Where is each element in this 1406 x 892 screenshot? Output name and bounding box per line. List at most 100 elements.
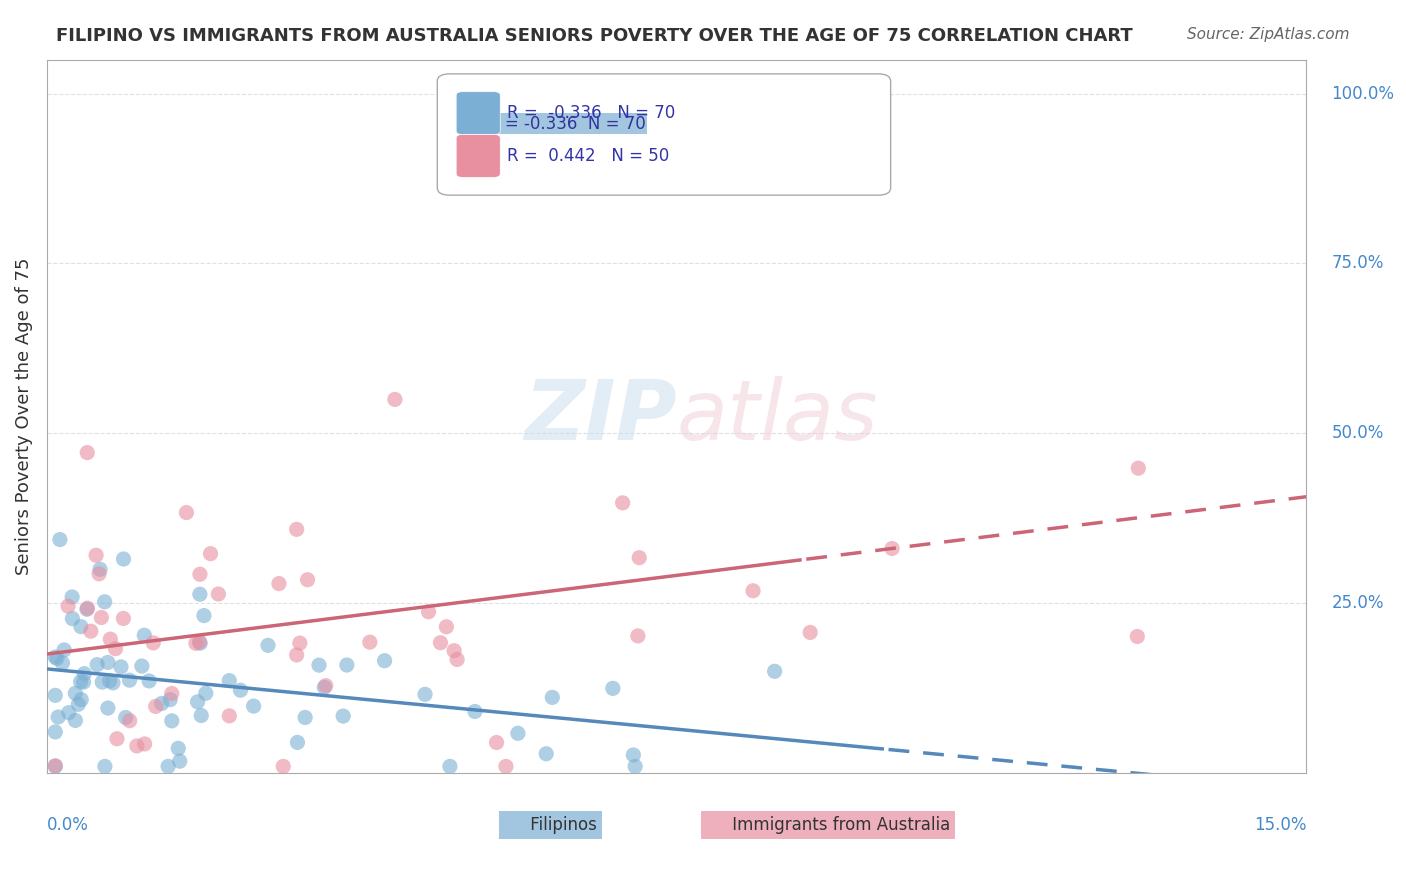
Point	[621, 747, 644, 762]
Point	[98, 632, 121, 647]
Point	[434, 620, 457, 634]
Point	[53, 643, 76, 657]
Point	[94, 759, 117, 773]
Point	[188, 634, 211, 648]
Point	[80, 624, 103, 639]
Point	[76, 445, 98, 459]
Point	[125, 739, 148, 753]
Point	[58, 706, 80, 720]
Point	[60, 590, 83, 604]
Point	[534, 747, 557, 761]
Point	[294, 710, 316, 724]
Point	[541, 690, 564, 705]
Point	[485, 735, 508, 749]
Point	[242, 699, 264, 714]
Point	[315, 679, 337, 693]
Point	[628, 550, 651, 565]
Point	[118, 673, 141, 688]
Point	[443, 643, 465, 657]
Point	[285, 648, 308, 662]
Point	[91, 675, 114, 690]
Point	[69, 674, 91, 689]
Point	[114, 710, 136, 724]
Point	[97, 701, 120, 715]
Point	[624, 759, 647, 773]
Point	[464, 705, 486, 719]
Point	[308, 658, 330, 673]
Point	[145, 699, 167, 714]
Point	[142, 636, 165, 650]
Point	[200, 547, 222, 561]
Y-axis label: Seniors Poverty Over the Age of 75: Seniors Poverty Over the Age of 75	[15, 258, 32, 575]
Point	[98, 673, 121, 688]
Point	[742, 583, 765, 598]
Point	[418, 605, 440, 619]
Point	[73, 666, 96, 681]
Point	[297, 573, 319, 587]
Point	[763, 665, 786, 679]
Point	[72, 675, 94, 690]
Point	[44, 689, 66, 703]
Point	[44, 650, 66, 665]
Point	[285, 522, 308, 536]
Point	[84, 548, 107, 562]
Point	[188, 636, 211, 650]
Point	[150, 697, 173, 711]
Point	[359, 635, 381, 649]
Point	[131, 659, 153, 673]
Point	[97, 656, 120, 670]
Point	[67, 698, 90, 712]
Point	[56, 599, 79, 614]
Text: 50.0%: 50.0%	[1331, 425, 1384, 442]
Point	[446, 652, 468, 666]
Point	[90, 610, 112, 624]
FancyBboxPatch shape	[456, 92, 501, 135]
Point	[44, 759, 66, 773]
Point	[112, 552, 135, 566]
Text: 75.0%: 75.0%	[1331, 254, 1384, 272]
FancyBboxPatch shape	[437, 74, 890, 195]
Point	[160, 686, 183, 700]
Point	[506, 726, 529, 740]
Point	[271, 759, 294, 773]
Text: 100.0%: 100.0%	[1331, 85, 1395, 103]
Text: R =  -0.336   N = 70: R = -0.336 N = 70	[506, 104, 675, 122]
Text: Source: ZipAtlas.com: Source: ZipAtlas.com	[1187, 27, 1350, 42]
Point	[799, 625, 821, 640]
Point	[49, 533, 72, 547]
Point	[45, 651, 67, 665]
Point	[207, 587, 229, 601]
Point	[314, 681, 336, 695]
Point	[134, 628, 156, 642]
Point	[193, 608, 215, 623]
Point	[44, 758, 66, 772]
Point	[51, 656, 73, 670]
Point	[602, 681, 624, 696]
Point	[1126, 630, 1149, 644]
Point	[627, 629, 650, 643]
Point	[218, 709, 240, 723]
Point	[118, 714, 141, 728]
Point	[70, 692, 93, 706]
Point	[89, 562, 111, 576]
Point	[112, 611, 135, 625]
Point	[218, 673, 240, 688]
Point	[384, 392, 406, 407]
Point	[169, 754, 191, 768]
Point	[374, 654, 396, 668]
Text: 15.0%: 15.0%	[1254, 816, 1306, 834]
Point	[184, 636, 207, 650]
Point	[288, 636, 311, 650]
Text: FILIPINO VS IMMIGRANTS FROM AUSTRALIA SENIORS POVERTY OVER THE AGE OF 75 CORRELA: FILIPINO VS IMMIGRANTS FROM AUSTRALIA SE…	[56, 27, 1133, 45]
Point	[194, 686, 217, 700]
Point	[159, 692, 181, 706]
Point	[413, 687, 436, 701]
Point	[176, 506, 198, 520]
Point	[76, 601, 98, 615]
Point	[104, 641, 127, 656]
Point	[1128, 461, 1150, 475]
Point	[287, 735, 309, 749]
Point	[612, 496, 634, 510]
Point	[105, 731, 128, 746]
Point	[160, 714, 183, 728]
